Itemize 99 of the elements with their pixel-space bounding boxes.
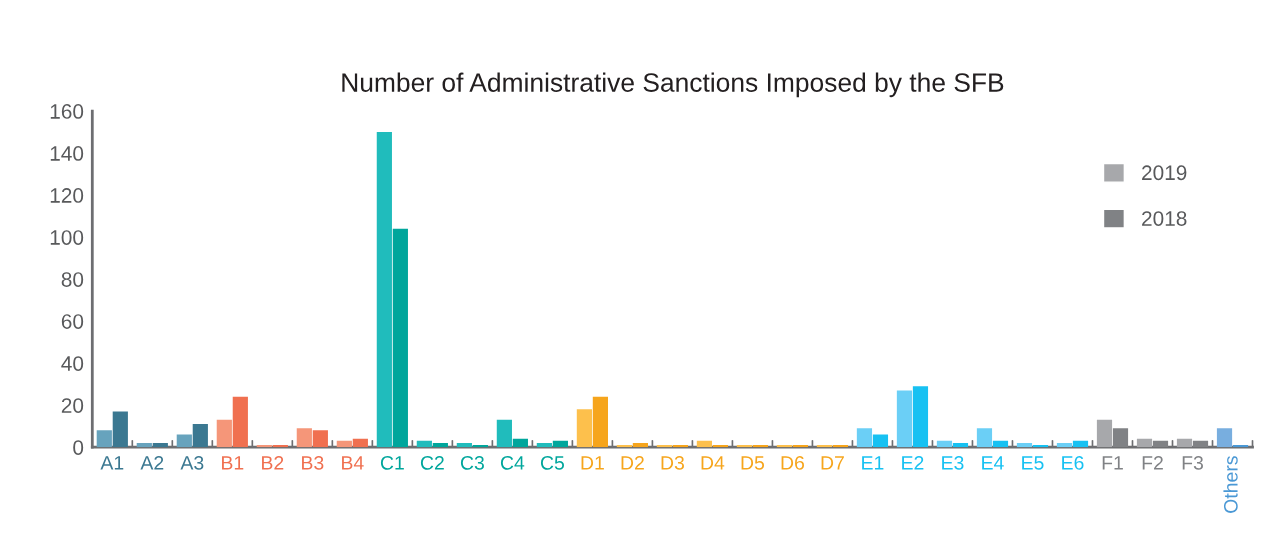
bar: [632, 442, 648, 448]
bar: [376, 132, 392, 448]
x-tick-label: B2: [262, 456, 284, 470]
bar: [416, 440, 432, 448]
y-tick-label: 100: [50, 230, 84, 245]
x-tick-label: D7: [821, 456, 844, 470]
bar: [256, 445, 272, 448]
x-tick-label: B4: [342, 456, 364, 470]
y-tick-label: 160: [50, 104, 84, 119]
y-tick-label: 60: [61, 314, 84, 329]
bar: [616, 445, 632, 448]
bar: [1216, 428, 1233, 448]
x-tick-label: F2: [1142, 456, 1163, 470]
bar: [272, 445, 288, 448]
x-tick-label: E4: [982, 456, 1004, 470]
x-tick-label: B1: [222, 456, 244, 470]
legend-label: 2019: [1142, 165, 1187, 181]
y-tick-label: 80: [61, 272, 84, 287]
bar: [776, 445, 793, 448]
bar: [1056, 442, 1073, 448]
bar: [896, 390, 913, 448]
bar: [472, 445, 488, 448]
bar: [736, 445, 753, 448]
x-tick-label: D5: [741, 456, 765, 470]
x-tick-label: D1: [581, 456, 604, 470]
y-tick-label: 40: [61, 356, 84, 371]
y-tick-label: 120: [50, 188, 84, 203]
chart-title: Number of Administrative Sanctions Imposed by the SFB: [342, 72, 1004, 98]
bar: [952, 442, 969, 448]
bar: [352, 438, 368, 448]
bar: [592, 396, 608, 448]
bar: [936, 440, 953, 448]
bar: [696, 440, 713, 448]
x-tick-label: D4: [701, 456, 725, 470]
bar: [1112, 428, 1129, 448]
bar: [576, 409, 592, 448]
bar: [1232, 445, 1249, 448]
bar: [496, 419, 512, 448]
y-tick-label: 0: [73, 440, 84, 455]
y-tick-label: 20: [61, 398, 84, 413]
bar: [1032, 445, 1049, 448]
bar: [912, 386, 929, 448]
legend-label: 2018: [1142, 211, 1187, 226]
bar: [992, 440, 1009, 448]
bar: [136, 442, 152, 448]
x-tick-label: D3: [661, 456, 684, 470]
x-tick-label: C2: [420, 456, 444, 470]
bar: [96, 430, 112, 448]
x-tick-label: B3: [302, 456, 324, 470]
bar: [976, 428, 993, 448]
bar: [312, 430, 328, 448]
x-tick-label: A1: [100, 456, 124, 470]
bar: [536, 442, 552, 448]
bar: [512, 438, 528, 448]
bar: [456, 442, 472, 448]
bar: [672, 445, 689, 448]
x-tick-label: E3: [942, 456, 964, 470]
x-tick-label: C5: [540, 456, 564, 470]
bar: [112, 411, 128, 448]
bar: [792, 445, 809, 448]
x-tick-label: D2: [621, 456, 644, 470]
bar: [1096, 419, 1113, 448]
y-tick-label: 140: [50, 146, 84, 161]
x-tick-label: A2: [140, 456, 164, 470]
bar: [872, 434, 889, 448]
bar: [656, 445, 673, 448]
bar: [216, 419, 232, 448]
bar: [432, 442, 448, 448]
x-tick-label: C4: [500, 456, 525, 470]
x-tick-label: E1: [862, 456, 884, 470]
bar: [336, 440, 352, 448]
x-tick-label: C1: [380, 456, 404, 470]
bar: [832, 445, 849, 448]
x-tick-label: E6: [1062, 456, 1084, 470]
bar: [1152, 440, 1169, 448]
bar: [1176, 438, 1193, 448]
bar: [232, 396, 248, 448]
bar: [1192, 440, 1209, 448]
bar: [296, 428, 312, 448]
x-tick-label: F3: [1182, 456, 1203, 470]
x-tick-label: C3: [460, 456, 484, 470]
bar: [1136, 438, 1153, 448]
bar: [152, 442, 168, 448]
x-tick-label: F1: [1102, 456, 1123, 470]
bar: [176, 434, 192, 448]
bar: [816, 445, 833, 448]
bar: [712, 445, 729, 448]
bar: [552, 440, 568, 448]
bar: [1072, 440, 1089, 448]
x-tick-label: E5: [1022, 456, 1044, 470]
x-tick-label: E2: [902, 456, 924, 470]
bar: [856, 428, 873, 448]
x-tick-label: D6: [781, 456, 804, 470]
bar: [192, 424, 208, 448]
x-tick-label: A3: [180, 456, 204, 470]
bar: [392, 228, 408, 448]
bar: [752, 445, 769, 448]
bar: [1016, 442, 1033, 448]
x-tick-label: Others: [1223, 456, 1238, 513]
